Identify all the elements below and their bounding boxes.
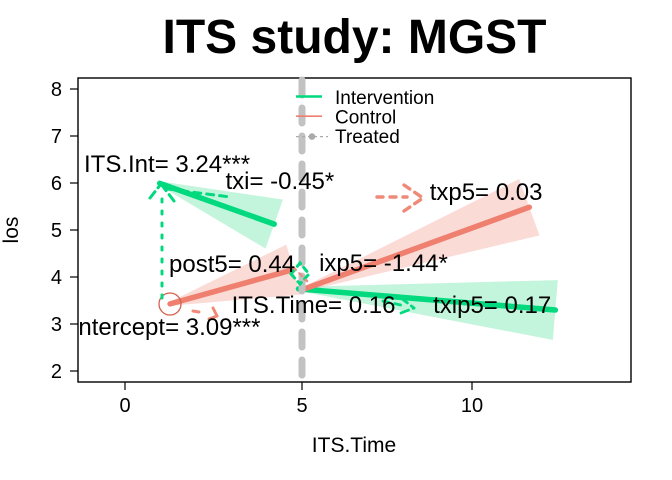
svg-text:4: 4 bbox=[51, 267, 62, 289]
svg-text:6: 6 bbox=[51, 173, 62, 195]
svg-text:txi= -0.45*: txi= -0.45* bbox=[226, 168, 335, 195]
svg-text:post5= 0.44: post5= 0.44 bbox=[169, 251, 295, 278]
svg-text:Intercept= 3.09***: Intercept= 3.09*** bbox=[72, 314, 261, 341]
svg-text:5: 5 bbox=[51, 220, 62, 242]
svg-text:5: 5 bbox=[296, 395, 307, 417]
svg-text:los: los bbox=[0, 217, 23, 244]
svg-text:txip5= 0.17: txip5= 0.17 bbox=[433, 292, 551, 319]
svg-text:txp5= 0.03: txp5= 0.03 bbox=[430, 179, 543, 206]
svg-text:2: 2 bbox=[51, 361, 62, 383]
svg-text:7: 7 bbox=[51, 126, 62, 148]
svg-text:10: 10 bbox=[461, 395, 483, 417]
svg-text:3: 3 bbox=[51, 314, 62, 336]
svg-text:Intervention: Intervention bbox=[335, 88, 434, 109]
svg-text:ITS.Time: ITS.Time bbox=[312, 434, 396, 457]
svg-text:Control: Control bbox=[335, 108, 396, 129]
svg-text:8: 8 bbox=[51, 79, 62, 101]
svg-text:Treated: Treated bbox=[335, 127, 400, 148]
svg-text:0: 0 bbox=[119, 395, 130, 417]
svg-text:ixp5= -1.44*: ixp5= -1.44* bbox=[319, 250, 448, 277]
